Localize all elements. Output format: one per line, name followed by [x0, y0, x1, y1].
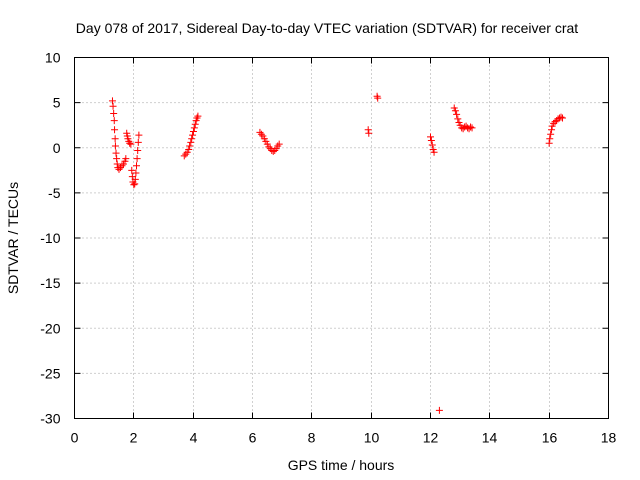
data-point [111, 135, 119, 143]
data-point [111, 126, 119, 134]
data-point [188, 135, 196, 143]
data-point [108, 97, 116, 105]
data-point [118, 162, 126, 170]
x-tick-label: 0 [71, 430, 79, 446]
x-tick-label: 12 [423, 430, 439, 446]
data-point [554, 115, 562, 123]
data-point [134, 138, 142, 146]
data-point [110, 117, 118, 125]
data-point [130, 181, 138, 189]
data-point [265, 143, 273, 151]
x-tick-label: 6 [249, 430, 257, 446]
data-point [257, 130, 265, 138]
grid [74, 57, 609, 419]
data-point [111, 142, 119, 150]
data-point [256, 128, 264, 136]
data-point [365, 129, 373, 137]
y-axis-title: SDTVAR / TECUs [5, 182, 21, 294]
data-point [190, 124, 198, 132]
data-point [275, 140, 283, 148]
data-point [193, 114, 201, 122]
data-point [122, 155, 130, 163]
x-axis-title: GPS time / hours [288, 457, 395, 473]
data-point [548, 126, 556, 134]
data-point [364, 126, 372, 134]
data-point [547, 130, 555, 138]
data-point [133, 155, 141, 163]
y-tick-label: -25 [40, 365, 60, 381]
x-tick-label: 10 [364, 430, 380, 446]
data-point [557, 113, 565, 121]
data-point [113, 155, 121, 163]
data-point [135, 131, 143, 139]
y-tick-label: -5 [48, 185, 61, 201]
data-point [468, 124, 476, 132]
data-point [126, 139, 134, 147]
data-point [116, 164, 124, 172]
data-series [108, 92, 567, 414]
data-point [132, 169, 140, 177]
data-point [465, 125, 473, 133]
data-point [546, 135, 554, 143]
data-point [453, 110, 461, 118]
data-point [435, 406, 443, 414]
data-point [545, 139, 553, 147]
data-point [427, 137, 435, 145]
y-tick-label: -15 [40, 275, 60, 291]
data-point [191, 120, 199, 128]
data-point [112, 149, 120, 157]
data-point [271, 146, 279, 154]
data-point [110, 109, 118, 117]
x-tick-label: 4 [190, 430, 198, 446]
data-point [451, 107, 459, 115]
data-point [187, 138, 195, 146]
y-tick-label: 10 [45, 50, 61, 66]
y-tick-label: 5 [53, 95, 61, 111]
x-tick-label: 16 [542, 430, 558, 446]
data-point [133, 162, 141, 170]
data-point [189, 131, 197, 139]
data-point [428, 141, 436, 149]
y-tick-label: -20 [40, 320, 60, 336]
data-point [274, 142, 282, 150]
data-point [113, 160, 121, 168]
x-tick-label: 18 [601, 430, 617, 446]
data-point [458, 124, 466, 132]
y-tick-label: 0 [53, 140, 61, 156]
x-tick-label: 8 [308, 430, 316, 446]
data-point [454, 115, 462, 123]
chart-title: Day 078 of 2017, Sidereal Day-to-day VTE… [76, 20, 578, 36]
data-point [559, 114, 567, 122]
y-axis: -30 -25 -20 -15 -10 -5 0 5 10 [40, 50, 609, 427]
data-point [374, 94, 382, 102]
data-point [134, 146, 142, 154]
data-point [189, 128, 197, 136]
y-tick-label: -30 [40, 411, 60, 427]
x-axis: 0 2 4 6 8 10 12 14 16 18 [71, 57, 617, 446]
data-point [128, 166, 136, 174]
data-point [467, 123, 475, 131]
data-point [186, 142, 194, 150]
data-point [127, 140, 135, 148]
x-tick-label: 14 [482, 430, 498, 446]
x-tick-label: 2 [130, 430, 138, 446]
data-point [461, 123, 469, 131]
data-point [427, 133, 434, 141]
data-point [115, 165, 123, 173]
data-point [131, 175, 139, 183]
data-point [182, 150, 190, 158]
data-point [194, 112, 202, 120]
data-point [430, 148, 438, 156]
data-point [131, 180, 139, 188]
data-point [185, 146, 193, 154]
data-point [180, 152, 188, 160]
data-point [373, 92, 381, 100]
data-point [109, 102, 117, 110]
y-tick-label: -10 [40, 230, 60, 246]
